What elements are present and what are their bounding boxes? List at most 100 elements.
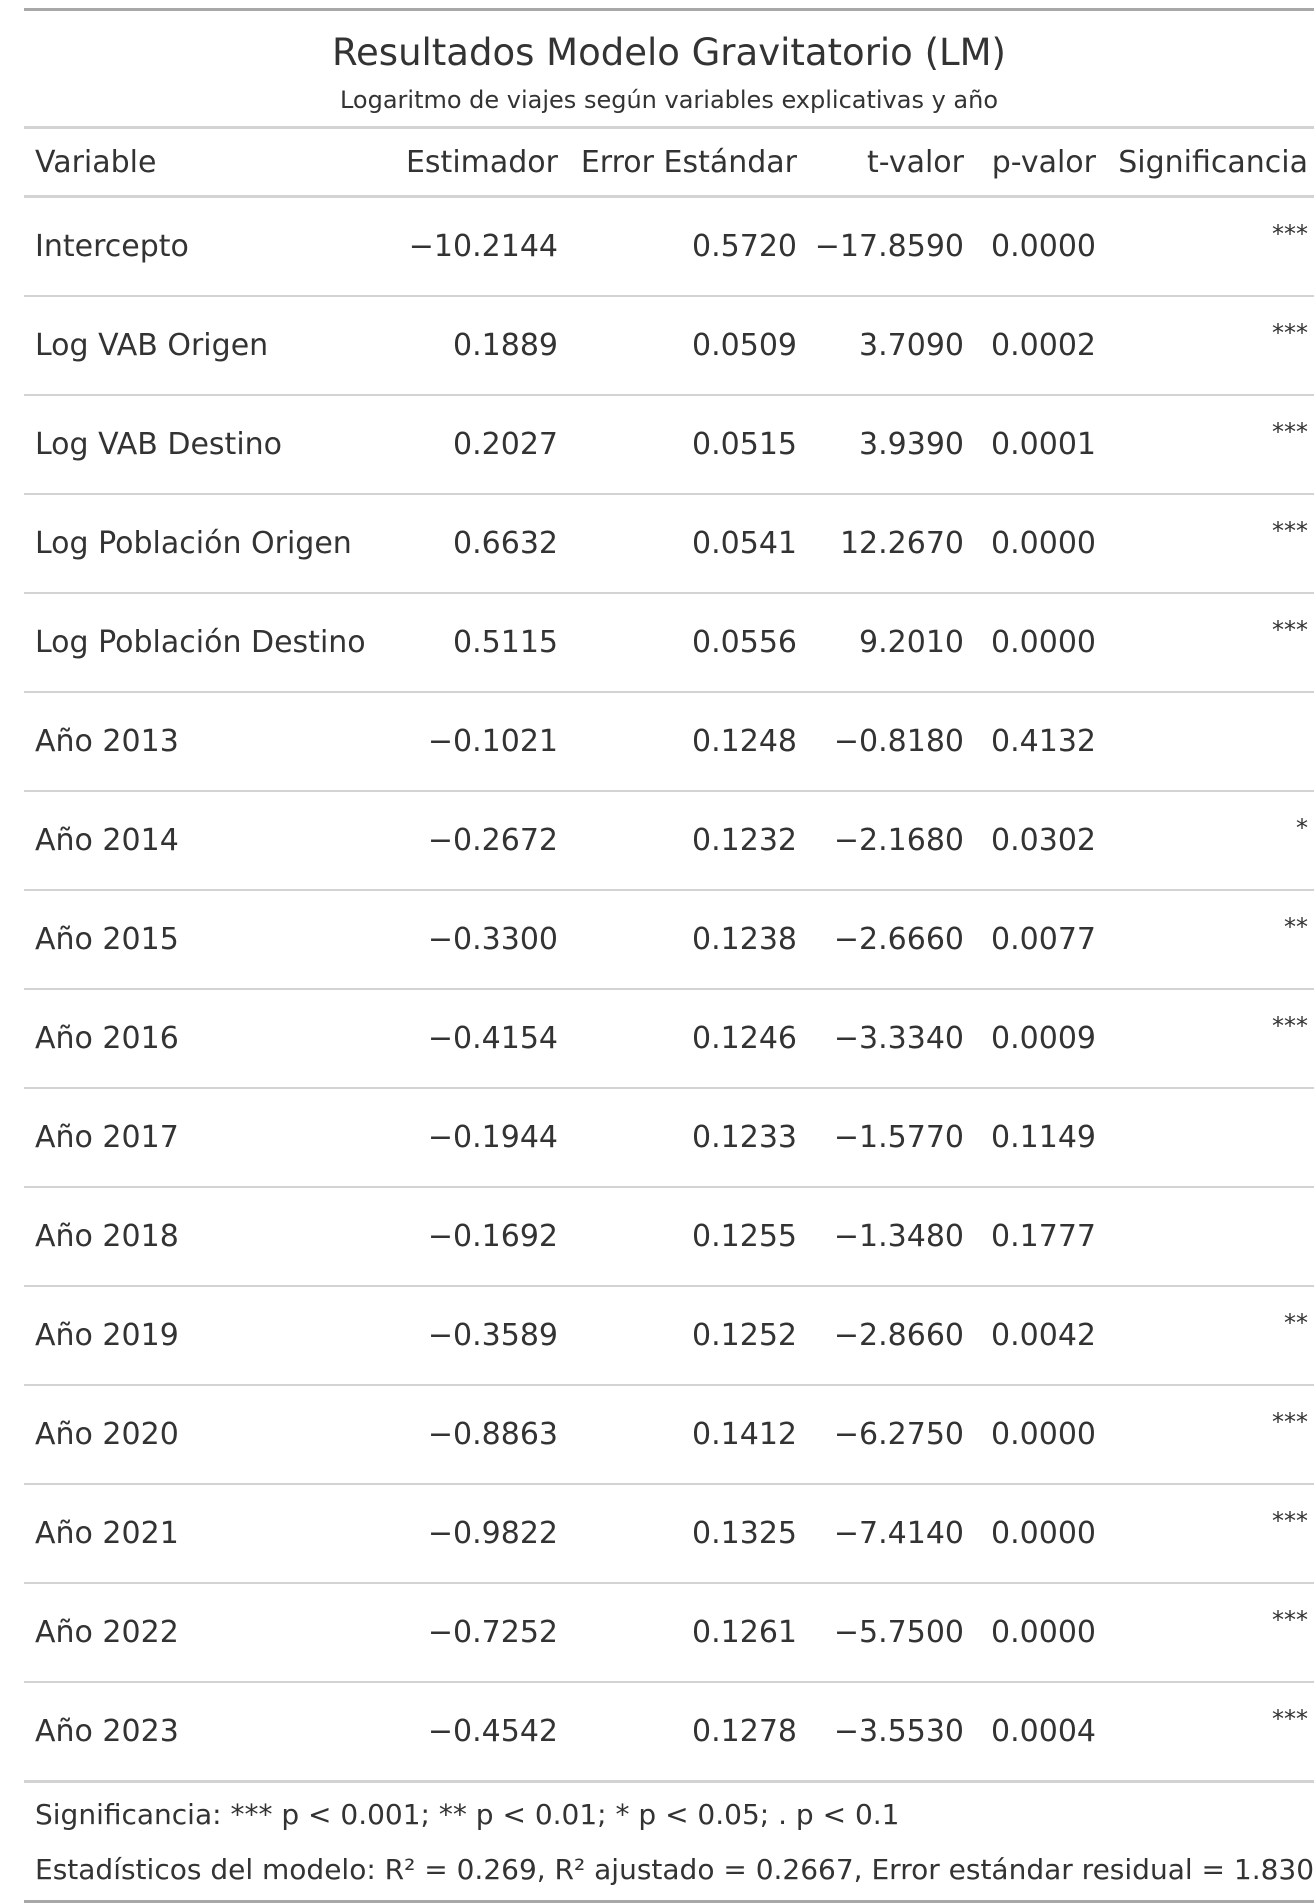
significancia-cell	[1102, 1187, 1314, 1287]
variable-cell: Año 2014	[24, 791, 394, 891]
significancia-cell: ***	[1102, 989, 1314, 1089]
table-row: Año 2022 −0.7252 0.1261 −5.7500 0.0000 ***	[24, 1583, 1314, 1683]
table-row: Año 2020 −0.8863 0.1412 −6.2750 0.0000 ***	[24, 1385, 1314, 1485]
table-row: Año 2016 −0.4154 0.1246 −3.3340 0.0009 ***	[24, 989, 1314, 1089]
variable-cell: Año 2023	[24, 1682, 394, 1783]
t-valor-cell: −17.8590	[803, 196, 970, 297]
table-row: Año 2017 −0.1944 0.1233 −1.5770 0.1149	[24, 1088, 1314, 1188]
p-valor-cell: 0.0000	[970, 593, 1102, 693]
header-rule	[24, 126, 1314, 129]
estimador-cell: −0.9822	[394, 1484, 564, 1584]
t-valor-cell: −2.1680	[803, 791, 970, 891]
error-estandar-cell: 0.1278	[564, 1682, 803, 1783]
p-valor-cell: 0.0001	[970, 395, 1102, 495]
p-valor-cell: 0.0042	[970, 1286, 1102, 1386]
p-valor-cell: 0.0000	[970, 1484, 1102, 1584]
column-header-variable: Variable	[24, 129, 394, 198]
significancia-cell: ***	[1102, 1682, 1314, 1783]
column-header-error-estandar: Error Estándar	[564, 129, 803, 198]
significancia-cell: ***	[1102, 1385, 1314, 1485]
error-estandar-cell: 0.1252	[564, 1286, 803, 1386]
significancia-cell: ***	[1102, 1484, 1314, 1584]
variable-cell: Año 2019	[24, 1286, 394, 1386]
t-valor-cell: 12.2670	[803, 494, 970, 594]
estimador-cell: 0.6632	[394, 494, 564, 594]
estimador-cell: −0.2672	[394, 791, 564, 891]
significancia-cell	[1102, 1088, 1314, 1188]
top-rule	[24, 8, 1314, 11]
t-valor-cell: −0.8180	[803, 692, 970, 792]
variable-cell: Año 2021	[24, 1484, 394, 1584]
results-table-container: Resultados Modelo Gravitatorio (LM) Loga…	[24, 8, 1314, 1903]
p-valor-cell: 0.0000	[970, 1385, 1102, 1485]
variable-cell: Año 2022	[24, 1583, 394, 1683]
variable-cell: Log Población Destino	[24, 593, 394, 693]
error-estandar-cell: 0.1325	[564, 1484, 803, 1584]
t-valor-cell: −6.2750	[803, 1385, 970, 1485]
t-valor-cell: −1.5770	[803, 1088, 970, 1188]
error-estandar-cell: 0.1261	[564, 1583, 803, 1683]
column-header-t-valor: t-valor	[803, 129, 970, 198]
significancia-cell: ***	[1102, 494, 1314, 594]
t-valor-cell: −1.3480	[803, 1187, 970, 1287]
table-row: Año 2018 −0.1692 0.1255 −1.3480 0.1777	[24, 1187, 1314, 1287]
estimador-cell: −0.1692	[394, 1187, 564, 1287]
variable-cell: Año 2020	[24, 1385, 394, 1485]
table-subtitle: Logaritmo de viajes según variables expl…	[339, 86, 999, 114]
table-title: Resultados Modelo Gravitatorio (LM)	[331, 31, 1006, 74]
p-valor-cell: 0.1777	[970, 1187, 1102, 1287]
variable-cell: Año 2016	[24, 989, 394, 1089]
variable-cell: Intercepto	[24, 196, 394, 297]
estimador-cell: −0.3300	[394, 890, 564, 990]
column-header-estimador: Estimador	[394, 129, 564, 198]
p-valor-cell: 0.0000	[970, 196, 1102, 297]
estimador-cell: −0.3589	[394, 1286, 564, 1386]
error-estandar-cell: 0.0509	[564, 296, 803, 396]
variable-cell: Año 2017	[24, 1088, 394, 1188]
estimador-cell: −0.7252	[394, 1583, 564, 1683]
estimador-cell: −0.1944	[394, 1088, 564, 1188]
error-estandar-cell: 0.5720	[564, 196, 803, 297]
table-body: Intercepto −10.2144 0.5720 −17.8590 0.0000 **…	[24, 196, 1314, 1783]
variable-cell: Log VAB Destino	[24, 395, 394, 495]
significancia-cell: ***	[1102, 395, 1314, 495]
t-valor-cell: −3.5530	[803, 1682, 970, 1783]
error-estandar-cell: 0.0556	[564, 593, 803, 693]
p-valor-cell: 0.0004	[970, 1682, 1102, 1783]
results-table: Variable Estimador Error Estándar t-valo…	[24, 129, 1314, 1783]
p-valor-cell: 0.4132	[970, 692, 1102, 792]
t-valor-cell: −7.4140	[803, 1484, 970, 1584]
t-valor-cell: −2.6660	[803, 890, 970, 990]
error-estandar-cell: 0.0541	[564, 494, 803, 594]
significancia-cell: ***	[1102, 196, 1314, 297]
significancia-cell	[1102, 692, 1314, 792]
error-estandar-cell: 0.1246	[564, 989, 803, 1089]
error-estandar-cell: 0.1232	[564, 791, 803, 891]
p-valor-cell: 0.0302	[970, 791, 1102, 891]
p-valor-cell: 0.1149	[970, 1088, 1102, 1188]
column-header-significancia: Significancia	[1102, 129, 1314, 198]
error-estandar-cell: 0.1412	[564, 1385, 803, 1485]
error-estandar-cell: 0.1248	[564, 692, 803, 792]
t-valor-cell: 9.2010	[803, 593, 970, 693]
significancia-cell: ***	[1102, 1583, 1314, 1683]
header-row: Variable Estimador Error Estándar t-valo…	[24, 129, 1314, 198]
estimador-cell: 0.5115	[394, 593, 564, 693]
significancia-cell: *	[1102, 791, 1314, 891]
estimador-cell: −0.8863	[394, 1385, 564, 1485]
table-row: Log Población Destino 0.5115 0.0556 9.2010 0…	[24, 593, 1314, 693]
estimador-cell: −0.4542	[394, 1682, 564, 1783]
estimador-cell: 0.2027	[394, 395, 564, 495]
footnote-model-stats: Estadísticos del modelo: R² = 0.269, R² …	[35, 1853, 1314, 1886]
variable-cell: Año 2018	[24, 1187, 394, 1287]
error-estandar-cell: 0.0515	[564, 395, 803, 495]
table-row: Log VAB Destino 0.2027 0.0515 3.9390 0.0001 *…	[24, 395, 1314, 495]
table-row: Año 2019 −0.3589 0.1252 −2.8660 0.0042 **	[24, 1286, 1314, 1386]
estimador-cell: −0.4154	[394, 989, 564, 1089]
table-row: Año 2021 −0.9822 0.1325 −7.4140 0.0000 ***	[24, 1484, 1314, 1584]
t-valor-cell: −5.7500	[803, 1583, 970, 1683]
estimador-cell: 0.1889	[394, 296, 564, 396]
table-row: Log VAB Origen 0.1889 0.0509 3.7090 0.0002 **…	[24, 296, 1314, 396]
significancia-cell: **	[1102, 890, 1314, 990]
estimador-cell: −0.1021	[394, 692, 564, 792]
